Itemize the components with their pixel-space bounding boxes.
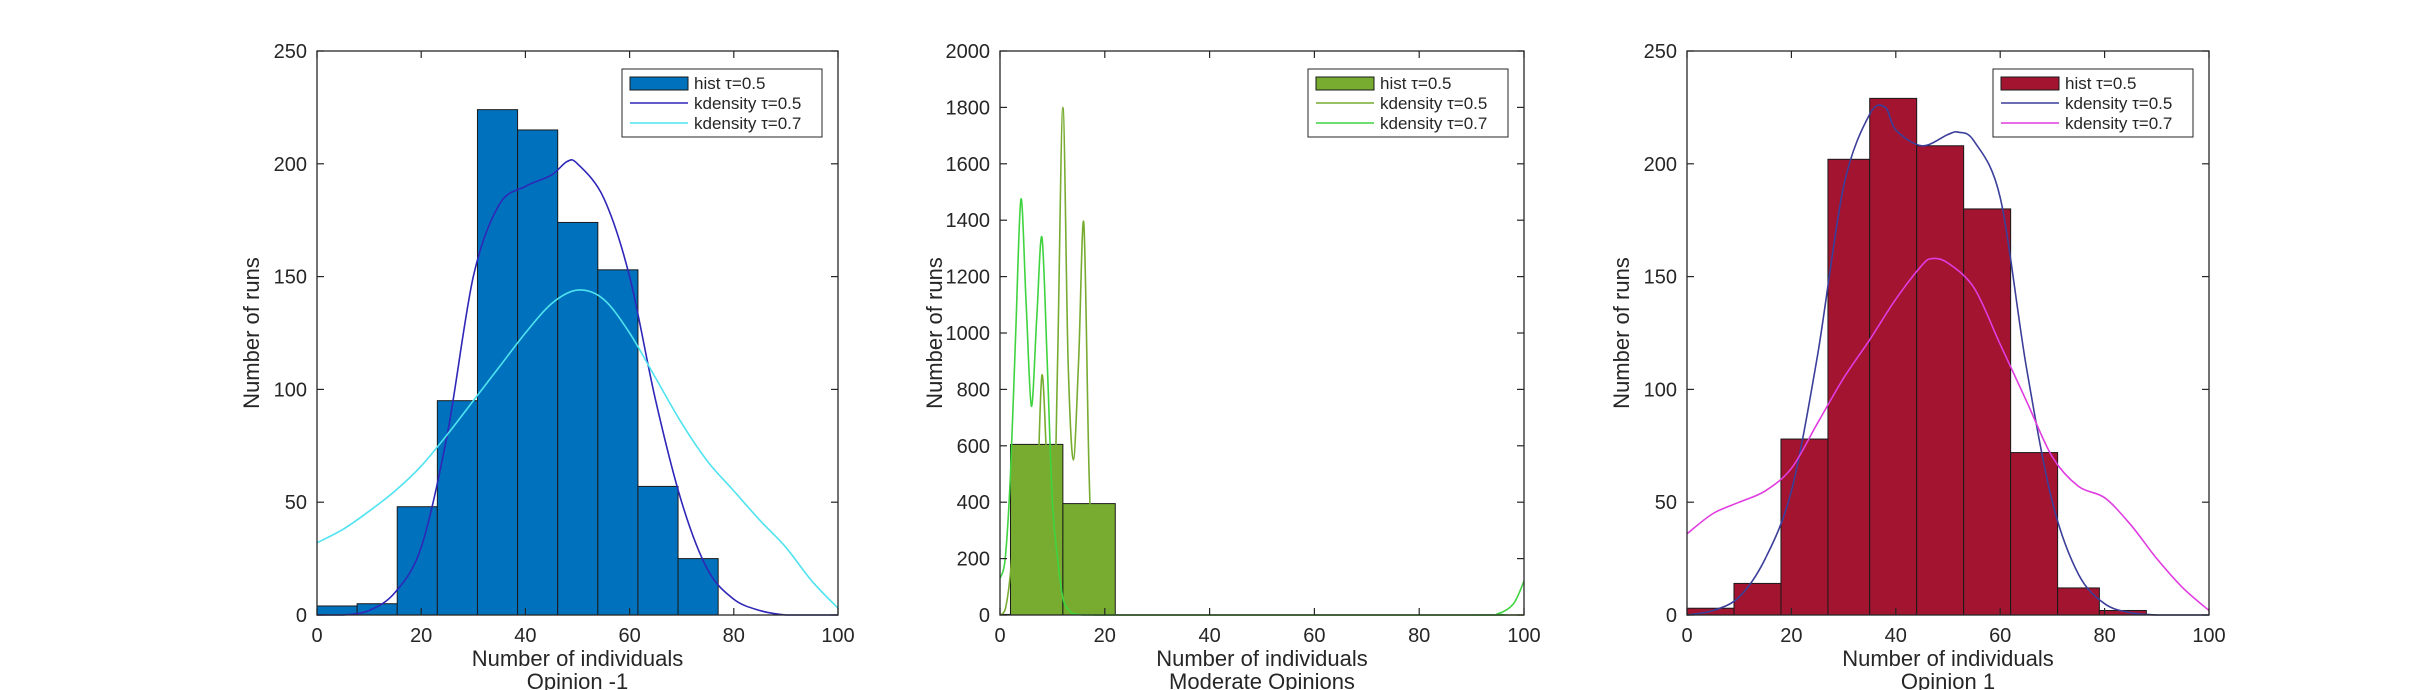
- x-tick-label: 60: [618, 625, 640, 647]
- x-axis-label: Number of individuals: [1842, 646, 2054, 671]
- y-tick-label: 50: [285, 492, 307, 514]
- density-line-tau-0-5: [316, 159, 838, 616]
- panel-subtitle: Opinion 1: [1901, 669, 1995, 690]
- histogram-bar: [637, 485, 679, 616]
- y-tick-label: 600: [957, 436, 990, 458]
- y-tick-label: 100: [1644, 379, 1677, 401]
- panel-subtitle: Opinion -1: [527, 669, 629, 690]
- y-tick-label: 2000: [946, 41, 991, 63]
- x-tick-label: 40: [1885, 625, 1907, 647]
- histogram-bar: [1916, 145, 1965, 616]
- x-tick-label: 0: [311, 625, 322, 647]
- y-tick-label: 800: [957, 379, 990, 401]
- x-tick-label: 100: [821, 625, 854, 647]
- histogram-bar: [1780, 438, 1829, 616]
- legend-label: kdensity τ=0.5: [1380, 94, 1487, 113]
- histogram-bar: [476, 109, 519, 616]
- legend-label: kdensity τ=0.7: [1380, 114, 1487, 133]
- y-tick-label: 0: [1666, 605, 1677, 627]
- y-tick-label: 1200: [946, 267, 991, 289]
- y-tick-label: 100: [274, 379, 307, 401]
- histogram-bar: [396, 506, 438, 616]
- x-tick-label: 100: [1507, 625, 1540, 647]
- y-tick-label: 1800: [946, 97, 991, 119]
- legend-label: kdensity τ=0.5: [694, 94, 801, 113]
- legend-label: hist τ=0.5: [2065, 74, 2136, 93]
- histogram-bar: [557, 221, 599, 616]
- histogram-bar: [517, 129, 559, 616]
- y-tick-label: 200: [957, 549, 990, 571]
- x-tick-label: 80: [723, 625, 745, 647]
- x-axis-label: Number of individuals: [472, 646, 684, 671]
- density-line-tau-0-5: [999, 106, 1524, 616]
- histogram-bar: [1733, 582, 1782, 616]
- legend-label: kdensity τ=0.7: [694, 114, 801, 133]
- y-tick-label: 250: [274, 41, 307, 63]
- y-tick-label: 150: [274, 267, 307, 289]
- legend-label: kdensity τ=0.5: [2065, 94, 2172, 113]
- y-tick-label: 1400: [946, 210, 991, 232]
- histogram-bars: [1686, 97, 2147, 616]
- panel-subtitle: Moderate Opinions: [1169, 669, 1355, 690]
- density-line-tau-0-7: [1686, 257, 2210, 612]
- y-tick-label: 50: [1655, 492, 1677, 514]
- y-tick-label: 400: [957, 492, 990, 514]
- histogram-bar: [356, 603, 398, 616]
- y-tick-label: 200: [274, 154, 307, 176]
- x-tick-label: 100: [2192, 625, 2225, 647]
- x-tick-label: 0: [1681, 625, 1692, 647]
- x-tick-label: 20: [410, 625, 432, 647]
- y-axis-label: Number of runs: [239, 257, 264, 409]
- y-axis-label: Number of runs: [1609, 257, 1634, 409]
- x-tick-label: 80: [1408, 625, 1430, 647]
- density-line-tau-0-5: [1686, 104, 2209, 616]
- histogram-bar: [1869, 97, 1918, 616]
- legend-swatch-hist: [1315, 76, 1375, 91]
- y-tick-label: 150: [1644, 267, 1677, 289]
- legend-label: hist τ=0.5: [1380, 74, 1451, 93]
- x-tick-label: 40: [1198, 625, 1220, 647]
- y-tick-label: 1600: [946, 154, 991, 176]
- panel-opinion-neg1: 0 20 40 60 80 100 0 50 100 150 200 250 Number of ind…: [239, 41, 855, 690]
- legend-swatch-hist: [629, 76, 689, 91]
- x-axis-label: Number of individuals: [1156, 646, 1368, 671]
- panel-opinion-pos1: 0 20 40 60 80 100 0 50 100 150 200 250 Number of ind…: [1609, 41, 2226, 690]
- x-tick-label: 0: [994, 625, 1005, 647]
- x-tick-label: 20: [1094, 625, 1116, 647]
- histogram-bar: [1963, 208, 2012, 616]
- histogram-bar: [1062, 503, 1116, 616]
- y-tick-label: 200: [1644, 154, 1677, 176]
- x-tick-label: 20: [1780, 625, 1802, 647]
- y-axis-label: Number of runs: [922, 257, 947, 409]
- histogram-bar: [677, 558, 719, 616]
- legend-label: hist τ=0.5: [694, 74, 765, 93]
- axes-frame: [1686, 50, 2210, 616]
- y-tick-label: 0: [979, 605, 990, 627]
- panel-moderate-opinions: 0 20 40 60 80 1000200400600800100012001400160…: [922, 41, 1541, 690]
- y-tick-label: 1000: [946, 323, 991, 345]
- histogram-bar: [436, 400, 478, 616]
- histogram-bar: [597, 269, 639, 616]
- y-tick-label: 0: [296, 605, 307, 627]
- x-tick-label: 40: [514, 625, 536, 647]
- histogram-bar: [2010, 452, 2059, 616]
- legend-swatch-hist: [2000, 76, 2060, 91]
- legend-label: kdensity τ=0.7: [2065, 114, 2172, 133]
- histogram-bars: [316, 109, 719, 616]
- axes-frame: [316, 50, 839, 616]
- histogram-bar: [1827, 158, 1871, 616]
- density-line-tau-0-7: [316, 289, 839, 609]
- x-tick-label: 80: [2093, 625, 2115, 647]
- histogram-bar: [2057, 587, 2100, 616]
- y-tick-label: 250: [1644, 41, 1677, 63]
- x-tick-label: 60: [1303, 625, 1325, 647]
- x-tick-label: 60: [1989, 625, 2011, 647]
